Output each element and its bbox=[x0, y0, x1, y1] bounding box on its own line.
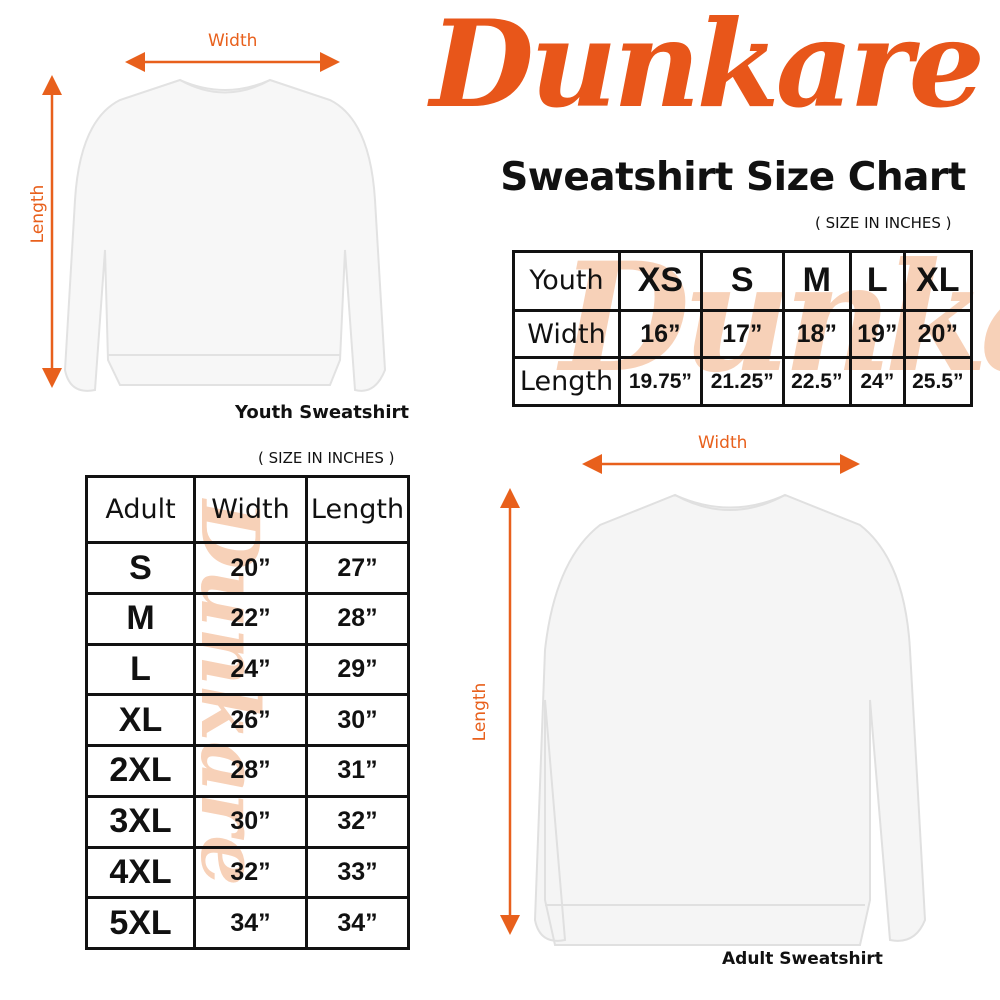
youth-sweatshirt-image bbox=[63, 78, 387, 392]
table-header-cell: XL bbox=[902, 250, 974, 312]
youth-width-label: Width bbox=[208, 31, 258, 51]
table-header-cell: Length bbox=[305, 474, 410, 545]
table-header-cell: Youth bbox=[512, 250, 621, 312]
table-cell: 28” bbox=[305, 592, 410, 646]
table-row: M 22” 28” bbox=[85, 592, 410, 646]
table-header-cell: XS bbox=[618, 250, 703, 312]
table-row: 4XL 32” 33” bbox=[85, 845, 410, 900]
table-cell: 30” bbox=[193, 794, 308, 849]
table-cell: 22” bbox=[193, 592, 308, 646]
adult-width-label: Width bbox=[698, 433, 748, 453]
page-title: Sweatshirt Size Chart bbox=[500, 155, 966, 200]
row-label: 5XL bbox=[85, 896, 196, 950]
table-cell: 24” bbox=[848, 356, 906, 407]
table-header-cell: L bbox=[848, 250, 906, 312]
table-row: 3XL 30” 32” bbox=[85, 794, 410, 849]
row-label: L bbox=[85, 642, 196, 697]
table-row: Width 16” 17” 18” 19” 20” bbox=[512, 308, 974, 360]
table-row: Length 19.75” 21.25” 22.5” 24” 25.5” bbox=[512, 356, 974, 407]
adult-size-table: Adult Width Length S 20” 27” M 22” 28” L 24” 29”… bbox=[85, 474, 410, 950]
table-cell: 34” bbox=[305, 896, 410, 950]
table-cell: 26” bbox=[193, 693, 308, 748]
table-cell: 30” bbox=[305, 693, 410, 748]
table-header-cell: S bbox=[699, 250, 785, 312]
table-cell: 33” bbox=[305, 845, 410, 900]
dimension-arrows bbox=[42, 52, 860, 935]
adult-caption: Adult Sweatshirt bbox=[722, 949, 883, 969]
table-cell: 22.5” bbox=[781, 356, 852, 407]
table-row: 2XL 28” 31” bbox=[85, 744, 410, 798]
table-cell: 27” bbox=[305, 541, 410, 596]
table-header-row: Adult Width Length bbox=[85, 474, 410, 545]
table-cell: 31” bbox=[305, 744, 410, 798]
table-cell: 29” bbox=[305, 642, 410, 697]
adult-sweatshirt-image bbox=[533, 493, 927, 946]
table-row: L 24” 29” bbox=[85, 642, 410, 697]
table-cell: 21.25” bbox=[699, 356, 785, 407]
table-row: 5XL 34” 34” bbox=[85, 896, 410, 950]
table-cell: 28” bbox=[193, 744, 308, 798]
table-row: S 20” 27” bbox=[85, 541, 410, 596]
table-cell: 20” bbox=[193, 541, 308, 596]
table-cell: 20” bbox=[902, 308, 974, 360]
table-cell: 32” bbox=[305, 794, 410, 849]
table-cell: 25.5” bbox=[902, 356, 974, 407]
table-cell: 19” bbox=[848, 308, 906, 360]
row-label: XL bbox=[85, 693, 196, 748]
table-cell: 24” bbox=[193, 642, 308, 697]
youth-caption: Youth Sweatshirt bbox=[235, 402, 409, 423]
table-header-cell: Width bbox=[193, 474, 308, 545]
brand-logo: Dunkare bbox=[430, 0, 985, 135]
adult-length-label: Length bbox=[470, 682, 490, 742]
table-header-cell: Adult bbox=[85, 474, 196, 545]
row-label: Width bbox=[512, 308, 621, 360]
table-cell: 19.75” bbox=[618, 356, 703, 407]
table-header-row: Youth XS S M L XL bbox=[512, 250, 974, 312]
youth-size-table: Youth XS S M L XL Width 16” 17” 18” 19” … bbox=[512, 250, 974, 407]
adult-unit-note: ( SIZE IN INCHES ) bbox=[258, 449, 395, 467]
row-label: 3XL bbox=[85, 794, 196, 849]
table-cell: 17” bbox=[699, 308, 785, 360]
row-label: 4XL bbox=[85, 845, 196, 900]
table-header-cell: M bbox=[781, 250, 852, 312]
row-label: Length bbox=[512, 356, 621, 407]
youth-length-label: Length bbox=[28, 184, 48, 244]
row-label: 2XL bbox=[85, 744, 196, 798]
row-label: M bbox=[85, 592, 196, 646]
table-cell: 16” bbox=[618, 308, 703, 360]
youth-unit-note: ( SIZE IN INCHES ) bbox=[815, 214, 952, 232]
table-cell: 32” bbox=[193, 845, 308, 900]
table-row: XL 26” 30” bbox=[85, 693, 410, 748]
table-cell: 34” bbox=[193, 896, 308, 950]
row-label: S bbox=[85, 541, 196, 596]
table-cell: 18” bbox=[781, 308, 852, 360]
